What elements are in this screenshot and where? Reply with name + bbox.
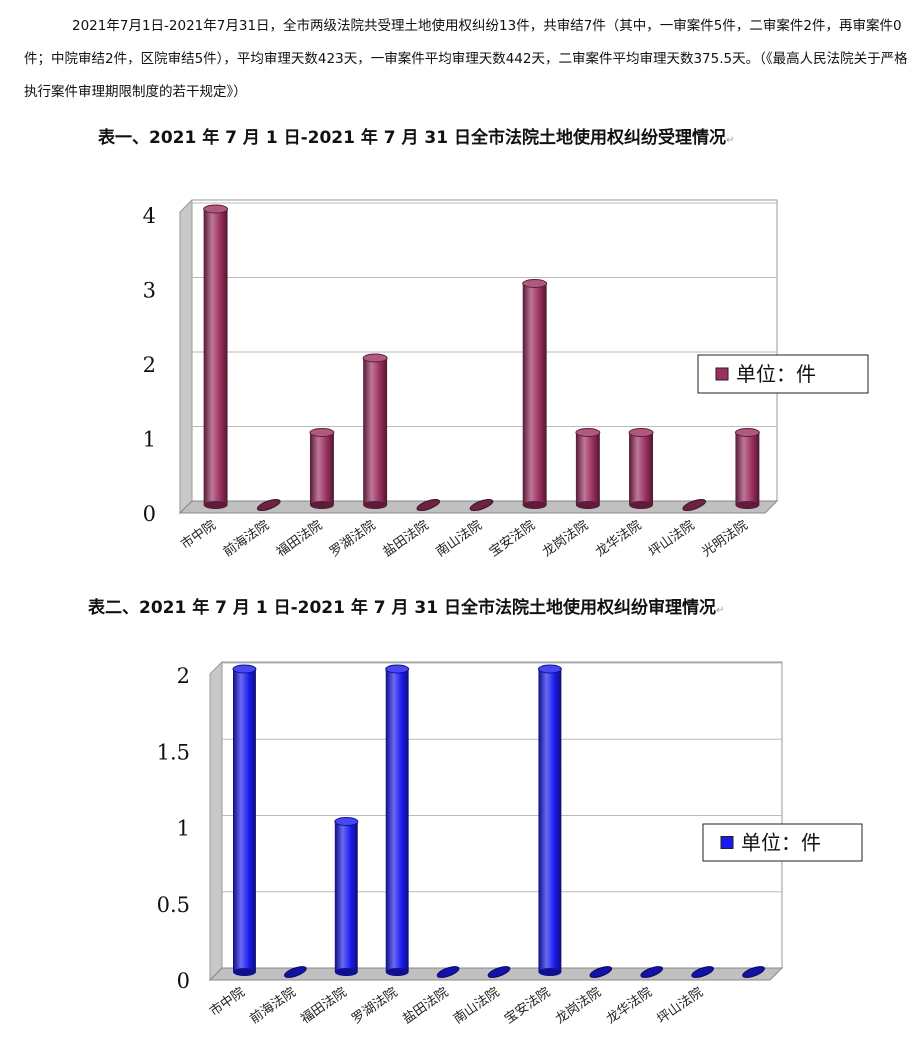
bar-6 bbox=[522, 283, 547, 505]
x-tick-label: 福田法院 bbox=[274, 518, 325, 560]
y-tick-label: 1 bbox=[143, 428, 156, 452]
chart2: 0 0.5 1 1.5 2 市中院 前海法院 福田法院 罗湖法院 盐田法院 南山法院 宝安法院 龙岗法院… bbox=[157, 660, 863, 1027]
bar-top bbox=[575, 428, 601, 437]
bar-base bbox=[385, 968, 409, 976]
x-tick-label: 宝安法院 bbox=[502, 985, 553, 1027]
x-tick-label: 市中院 bbox=[178, 517, 219, 552]
x-tick-label: 前海法院 bbox=[247, 984, 299, 1027]
bar-1 bbox=[284, 966, 307, 978]
bar-7 bbox=[575, 432, 600, 505]
legend-swatch bbox=[715, 367, 729, 381]
chart1: 0 1 2 3 4 市中院 前海法院 福田法院 罗湖法院 盐田法院 南山法院 宝安法院 龙岗法院 龙华法院… bbox=[143, 198, 869, 560]
bar-top bbox=[734, 428, 760, 437]
paragraph-mark-icon: ↵ bbox=[726, 135, 735, 146]
x-tick-label: 坪山法院 bbox=[655, 985, 706, 1027]
bar-5 bbox=[487, 966, 511, 978]
x-tick-label: 盐田法院 bbox=[400, 985, 451, 1027]
y-tick-label: 2 bbox=[143, 353, 156, 377]
bar-top bbox=[232, 664, 257, 674]
y-tick-label: 0 bbox=[143, 502, 156, 526]
bar-8 bbox=[629, 432, 654, 505]
bar-10 bbox=[735, 432, 760, 505]
bar-4 bbox=[416, 498, 441, 512]
bar-0 bbox=[203, 209, 228, 505]
legend-swatch bbox=[720, 836, 734, 849]
bar-7 bbox=[589, 966, 613, 978]
bar-8 bbox=[640, 966, 664, 978]
x-tick-label: 盐田法院 bbox=[380, 518, 431, 560]
bar-top bbox=[522, 279, 548, 288]
x-tick-label: 宝安法院 bbox=[487, 518, 538, 560]
bar-base bbox=[522, 501, 547, 509]
bar-top bbox=[537, 664, 562, 674]
y-tick-label: 3 bbox=[143, 279, 156, 303]
left-wall bbox=[179, 198, 193, 515]
bar-base bbox=[629, 501, 654, 509]
bar-2 bbox=[334, 821, 358, 972]
y-tick-label: 4 bbox=[143, 204, 156, 228]
bar-5 bbox=[469, 498, 494, 512]
bar-0 bbox=[233, 669, 256, 972]
bar-base bbox=[203, 501, 228, 509]
x-tick-label: 福田法院 bbox=[298, 985, 349, 1027]
bar-base bbox=[233, 968, 256, 976]
bar-4 bbox=[436, 966, 460, 978]
x-tick-label: 龙岗法院 bbox=[540, 518, 591, 560]
paragraph-mark-icon: ↵ bbox=[716, 605, 725, 616]
chart1-title: 表一、2021 年 7 月 1 日-2021 年 7 月 31 日全市法院土地使… bbox=[98, 123, 734, 148]
bar-base bbox=[575, 501, 600, 509]
intro-paragraph: 2021年7月1日-2021年7月31日，全市两级法院共受理土地使用权纠纷13件… bbox=[24, 18, 908, 100]
left-wall bbox=[209, 660, 223, 982]
x-tick-label: 前海法院 bbox=[220, 517, 272, 560]
y-tick-label: 2 bbox=[177, 664, 190, 688]
bar-top bbox=[334, 817, 359, 826]
chart2-title-text: 表二、2021 年 7 月 1 日-2021 年 7 月 31 日全市法院土地使… bbox=[88, 598, 717, 618]
bar-top bbox=[309, 428, 335, 437]
bar-top bbox=[628, 428, 654, 437]
bar-9 bbox=[682, 498, 707, 512]
bar-top bbox=[203, 204, 229, 214]
y-tick-label: 0.5 bbox=[157, 893, 190, 917]
x-tick-label: 龙华法院 bbox=[593, 518, 644, 560]
legend-label: 单位：件 bbox=[741, 831, 821, 855]
chart2-title: 表二、2021 年 7 月 1 日-2021 年 7 月 31 日全市法院土地使… bbox=[88, 593, 724, 618]
bar-9 bbox=[691, 966, 714, 978]
x-tick-label: 南山法院 bbox=[451, 984, 503, 1027]
y-tick-label: 1 bbox=[177, 817, 190, 841]
bar-1 bbox=[256, 498, 281, 512]
x-tick-label: 龙岗法院 bbox=[553, 985, 604, 1027]
bar-3 bbox=[385, 669, 409, 972]
y-tick-label: 1.5 bbox=[157, 740, 190, 764]
x-tick-label: 光明法院 bbox=[699, 518, 750, 560]
bar-base bbox=[309, 501, 334, 509]
x-tick-label: 南山法院 bbox=[433, 517, 485, 560]
legend-label: 单位：件 bbox=[736, 362, 816, 386]
bar-top bbox=[362, 353, 388, 363]
bar-base bbox=[334, 968, 358, 976]
back-wall bbox=[191, 199, 778, 502]
x-tick-label: 罗湖法院 bbox=[349, 985, 400, 1027]
bar-2 bbox=[309, 432, 334, 505]
bar-top bbox=[385, 664, 410, 674]
bar-3 bbox=[363, 358, 388, 505]
x-tick-label: 龙华法院 bbox=[604, 985, 655, 1027]
x-tick-label: 市中院 bbox=[207, 984, 248, 1019]
bar-base bbox=[363, 501, 388, 509]
x-tick-label: 坪山法院 bbox=[646, 518, 697, 560]
bar-base bbox=[538, 968, 562, 976]
x-tick-label: 罗湖法院 bbox=[327, 518, 378, 560]
bar-10 bbox=[742, 966, 765, 978]
y-tick-label: 0 bbox=[177, 969, 190, 993]
bar-6 bbox=[538, 669, 562, 972]
chart1-title-text: 表一、2021 年 7 月 1 日-2021 年 7 月 31 日全市法院土地使… bbox=[98, 128, 727, 148]
bar-base bbox=[735, 501, 760, 509]
